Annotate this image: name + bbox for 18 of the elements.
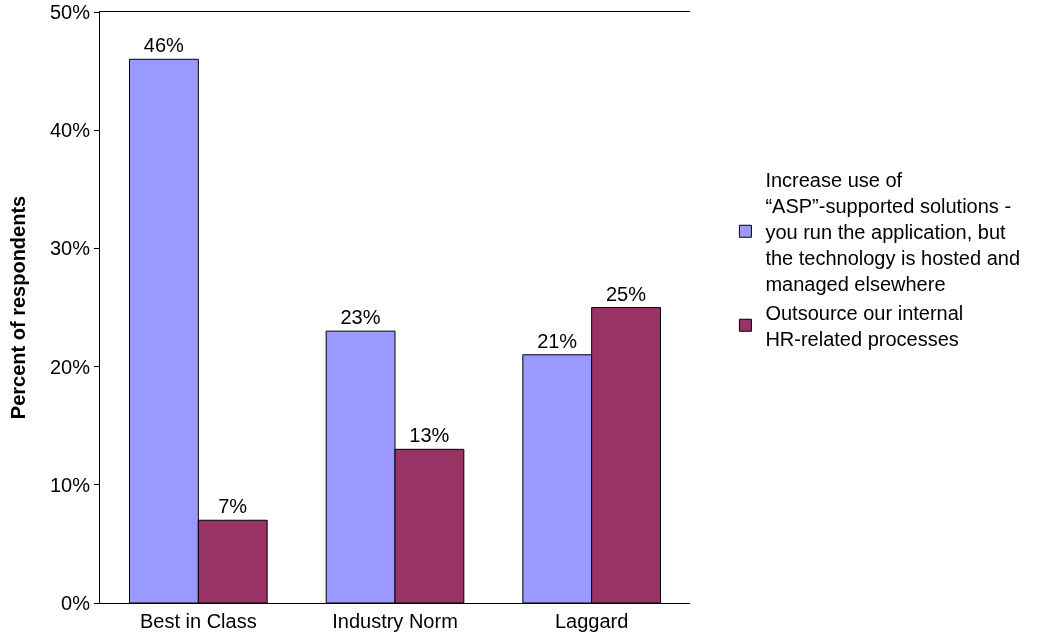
y-tick-label: 0%	[61, 592, 91, 614]
legend-label: Outsource our internal HR-related processes	[765, 302, 964, 351]
x-tick-label: Best in Class	[139, 610, 257, 632]
data-label: 13%	[409, 424, 450, 447]
data-label: 23%	[340, 306, 381, 329]
y-tick-label: 10%	[49, 473, 91, 496]
x-tick-label: Laggard	[554, 610, 629, 632]
data-label: 46%	[143, 34, 185, 57]
y-tick-label: 40%	[49, 119, 91, 142]
y-tick-label: 50%	[49, 1, 91, 23]
y-tick-label: 30%	[49, 237, 91, 260]
y-tick-label: 20%	[49, 355, 91, 378]
y-axis-title: Percent of respondents	[7, 195, 30, 420]
data-label: 25%	[605, 282, 647, 305]
data-label: 21%	[537, 329, 578, 352]
data-label: 7%	[218, 495, 248, 518]
legend-label: Increase use of “ASP”-supported solutions - you run the application, but the technology is hosted and managed elsewhere	[765, 169, 1021, 296]
x-tick-label: Industry Norm	[332, 610, 458, 632]
